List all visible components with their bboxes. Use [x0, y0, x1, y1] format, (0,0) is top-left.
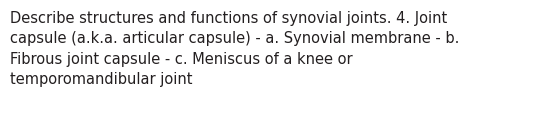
Text: Describe structures and functions of synovial joints. 4. Joint
capsule (a.k.a. a: Describe structures and functions of syn… [10, 11, 459, 87]
